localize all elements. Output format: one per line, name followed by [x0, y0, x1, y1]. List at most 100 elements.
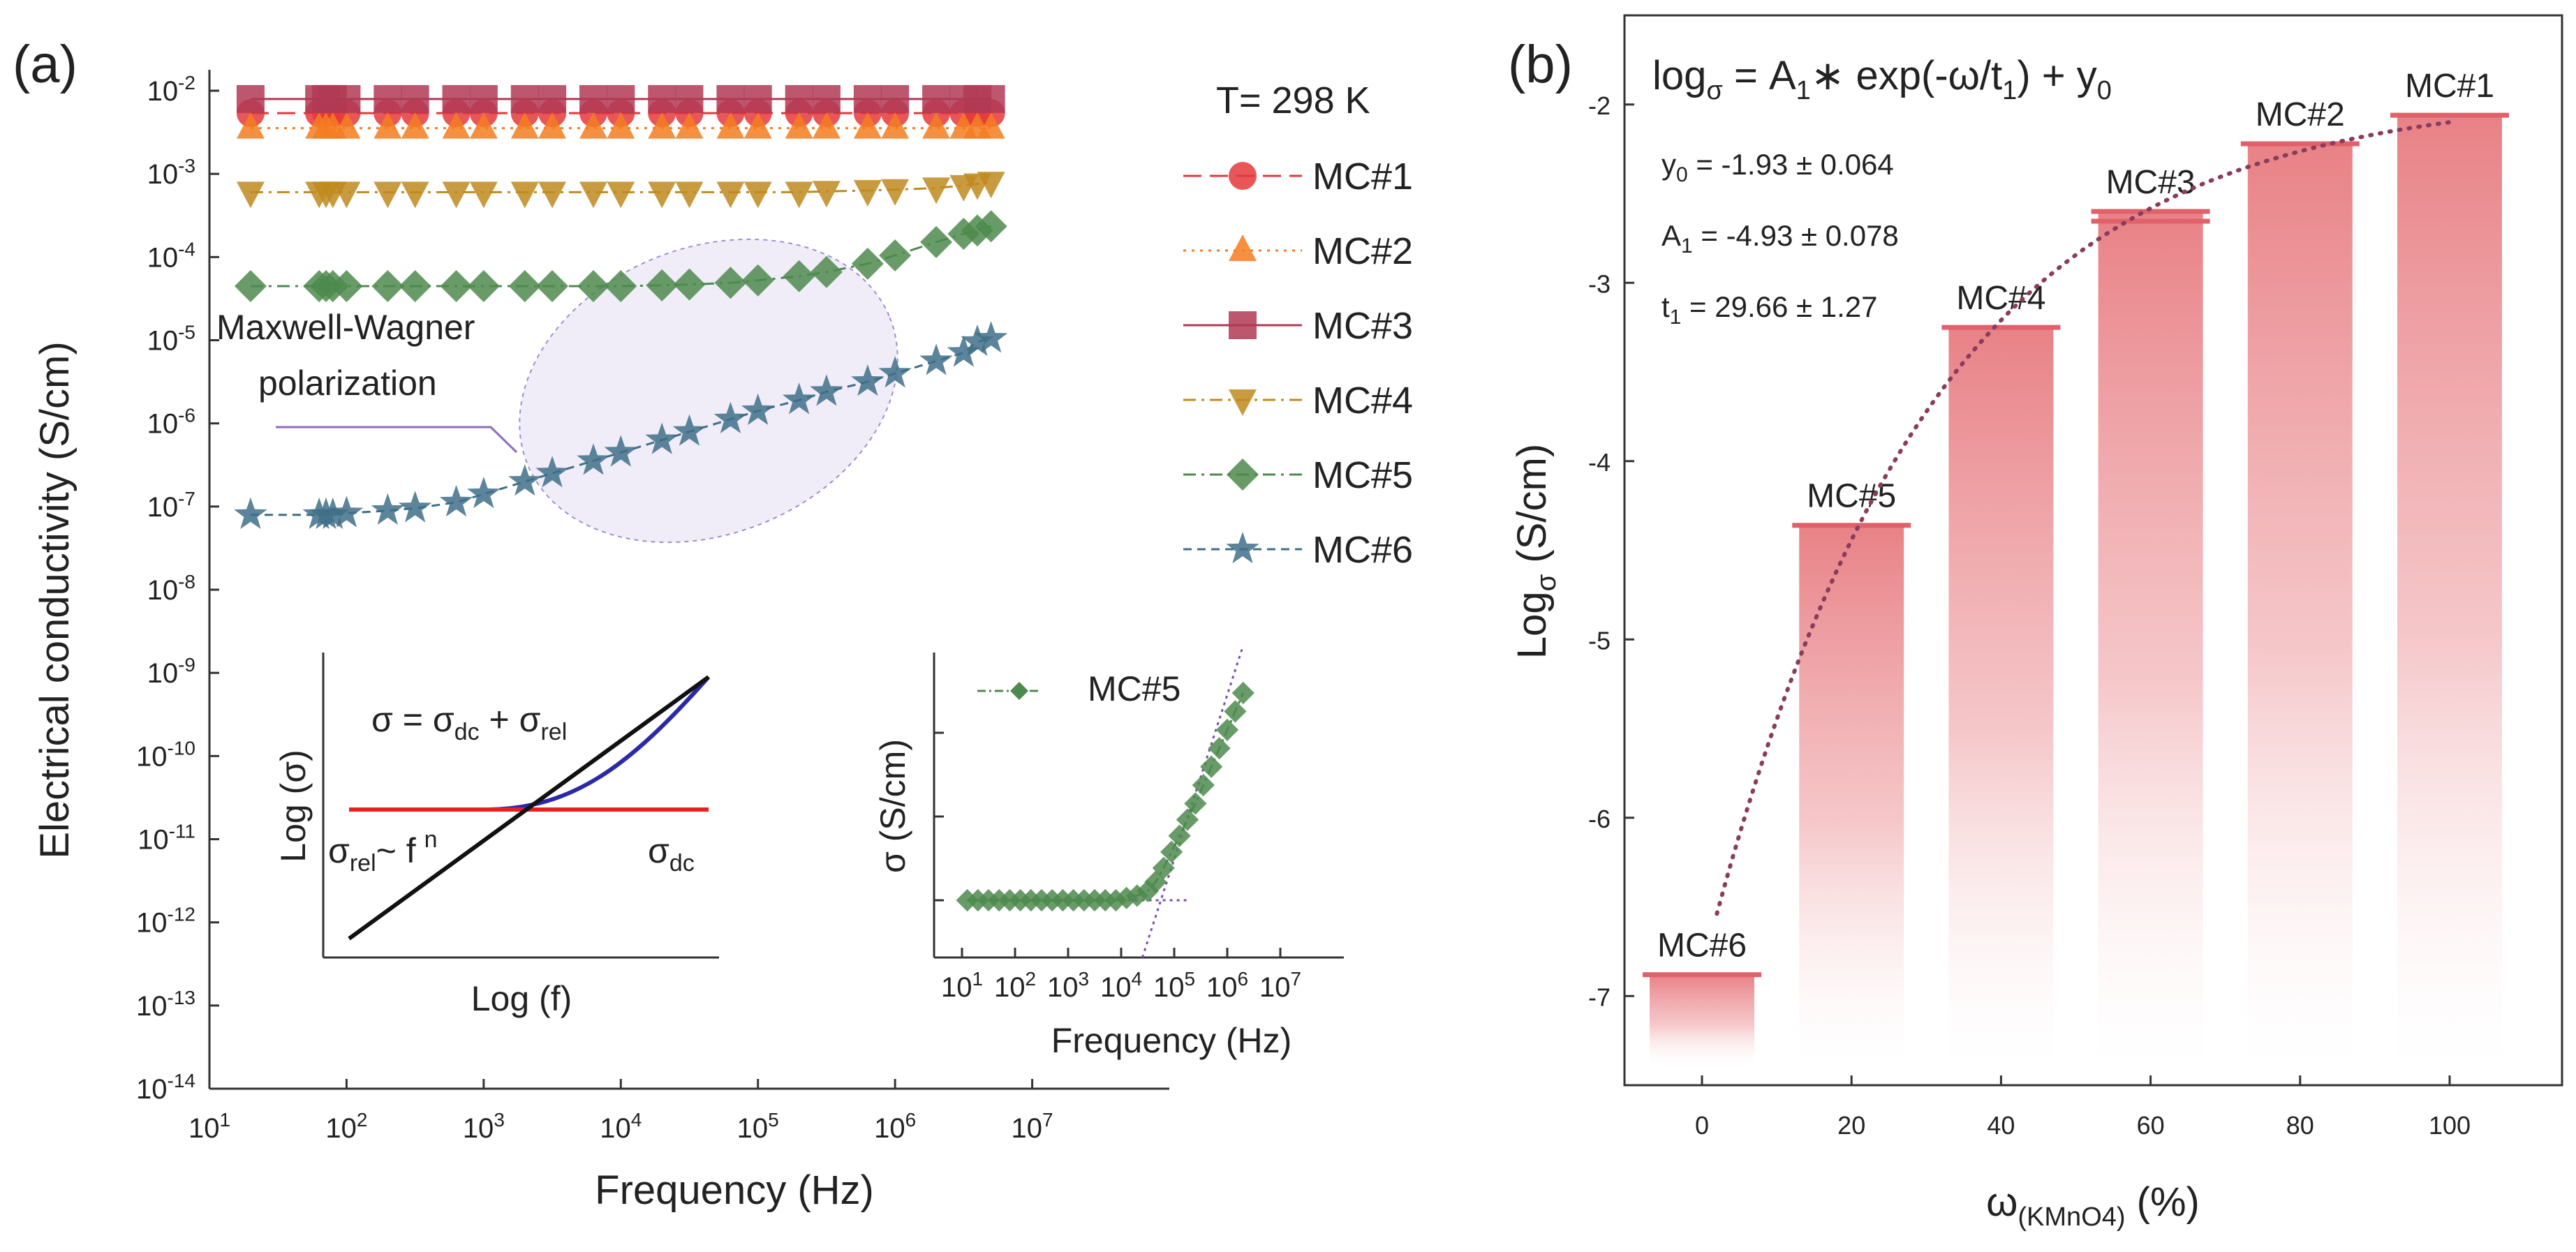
- inset2-data-point: [1160, 840, 1183, 863]
- inset2-data-point: [1176, 808, 1199, 831]
- data-point: [851, 364, 884, 396]
- data-point: [439, 484, 473, 517]
- data-point: [538, 181, 567, 209]
- data-point: [716, 181, 745, 209]
- data-point: [332, 84, 361, 113]
- bar: [2397, 115, 2502, 1065]
- data-point: [881, 84, 910, 113]
- data-point: [469, 181, 498, 209]
- data-point: [881, 112, 910, 139]
- data-point: [236, 181, 265, 209]
- data-point: [920, 225, 953, 258]
- b-x-tick-label: 60: [2137, 1111, 2165, 1140]
- y-tick-label: 10-9: [147, 654, 195, 689]
- data-point: [977, 84, 1005, 113]
- data-point: [442, 84, 471, 113]
- inset2-data-point: [1152, 856, 1175, 879]
- b-y-tick-label: -5: [1588, 626, 1611, 655]
- inset2-data-point: [1231, 681, 1254, 705]
- x-tick-label: 105: [737, 1109, 779, 1144]
- legend-label: MC#5: [1312, 454, 1413, 496]
- inset2-data-point: [1215, 718, 1239, 741]
- data-point: [675, 181, 704, 209]
- y-tick-label: 10-10: [136, 737, 195, 772]
- inset1-dc-label: σdc: [648, 831, 695, 877]
- data-point: [467, 476, 501, 509]
- legend-label: MC#3: [1312, 305, 1413, 347]
- data-point: [922, 177, 951, 204]
- x-tick-label: 101: [188, 1109, 230, 1144]
- data-point: [538, 112, 567, 139]
- inset2-y-title: σ (S/cm): [873, 739, 912, 873]
- panel-b-ticks: -2 -3 -4 -5 -6 -7 0 20 40 60 80 100: [1588, 91, 2471, 1140]
- inset2-data-point: [1200, 755, 1223, 778]
- sigma-rel-line: [348, 675, 710, 941]
- data-point: [853, 180, 882, 207]
- data-point: [508, 270, 541, 303]
- panel-a-series: [234, 84, 1008, 529]
- data-point: [510, 112, 539, 139]
- b-y-tick-label: -4: [1588, 448, 1611, 477]
- data-point: [645, 422, 679, 454]
- data-point: [648, 112, 676, 139]
- data-point: [673, 268, 706, 301]
- panel-b: (b) Logσ (S/cm) ω(KMnO4) (%) logσ = A1∗ …: [1508, 14, 2563, 1232]
- inset2-x-tick-label: 103: [1047, 968, 1089, 1003]
- legend-marker: [1229, 162, 1257, 190]
- fit-curve: [1715, 120, 2452, 916]
- b-x-tick-label: 100: [2429, 1111, 2471, 1140]
- data-point: [607, 181, 635, 209]
- inset2-data-point: [1168, 824, 1191, 847]
- inset1-y-title: Log (σ): [274, 750, 313, 862]
- data-point: [401, 84, 429, 113]
- data-point: [332, 181, 361, 209]
- y-tick-label: 10-12: [136, 904, 195, 939]
- data-point: [785, 112, 813, 139]
- annotation-line-2: polarization: [258, 364, 437, 403]
- inset2-x-tick-label: 105: [1153, 968, 1195, 1003]
- data-point: [373, 112, 402, 139]
- data-point: [330, 270, 363, 303]
- annotation-leader-line: [276, 426, 518, 454]
- data-point: [579, 181, 607, 209]
- data-point: [879, 239, 912, 271]
- data-point: [536, 270, 569, 303]
- inset2-series-line: [967, 692, 1245, 902]
- data-point: [785, 181, 813, 209]
- data-point: [510, 84, 539, 113]
- data-point: [782, 382, 816, 415]
- inset2-x-tick-label: 102: [994, 968, 1036, 1003]
- y-tick-label: 10-8: [147, 571, 195, 606]
- data-point: [467, 270, 500, 303]
- data-point: [469, 112, 498, 139]
- data-point: [373, 181, 402, 209]
- x-tick-label: 106: [874, 1109, 916, 1144]
- panel-b-x-axis-title: ω(KMnO4) (%): [1986, 1179, 2200, 1232]
- data-point: [440, 270, 473, 303]
- inset2-data-point: [1208, 737, 1231, 760]
- data-point: [604, 435, 638, 467]
- inset2-x-tick-label: 104: [1100, 968, 1142, 1003]
- data-point: [812, 112, 841, 139]
- b-y-tick-label: -7: [1588, 983, 1611, 1011]
- y-tick-label: 10-6: [147, 405, 195, 440]
- data-point: [579, 112, 607, 139]
- x-tick-label: 104: [600, 1109, 642, 1144]
- data-point: [947, 335, 981, 367]
- inset1-equation: σ = σdc + σrel: [371, 700, 567, 745]
- data-point: [399, 270, 431, 303]
- x-tick-label: 102: [325, 1109, 367, 1144]
- data-point: [675, 84, 704, 113]
- fit-equation: logσ = A1∗ exp(-ω/t1) + y0: [1652, 53, 2112, 105]
- bar: [1799, 525, 1904, 1064]
- bar-label: MC#2: [2256, 96, 2345, 133]
- bar-label: MC#1: [2405, 68, 2494, 105]
- legend-label: MC#4: [1312, 380, 1413, 422]
- data-point: [442, 112, 471, 139]
- data-point: [330, 495, 364, 528]
- data-point: [607, 84, 635, 113]
- data-point: [675, 112, 704, 139]
- inset2-rel-asymptote: [1141, 645, 1245, 958]
